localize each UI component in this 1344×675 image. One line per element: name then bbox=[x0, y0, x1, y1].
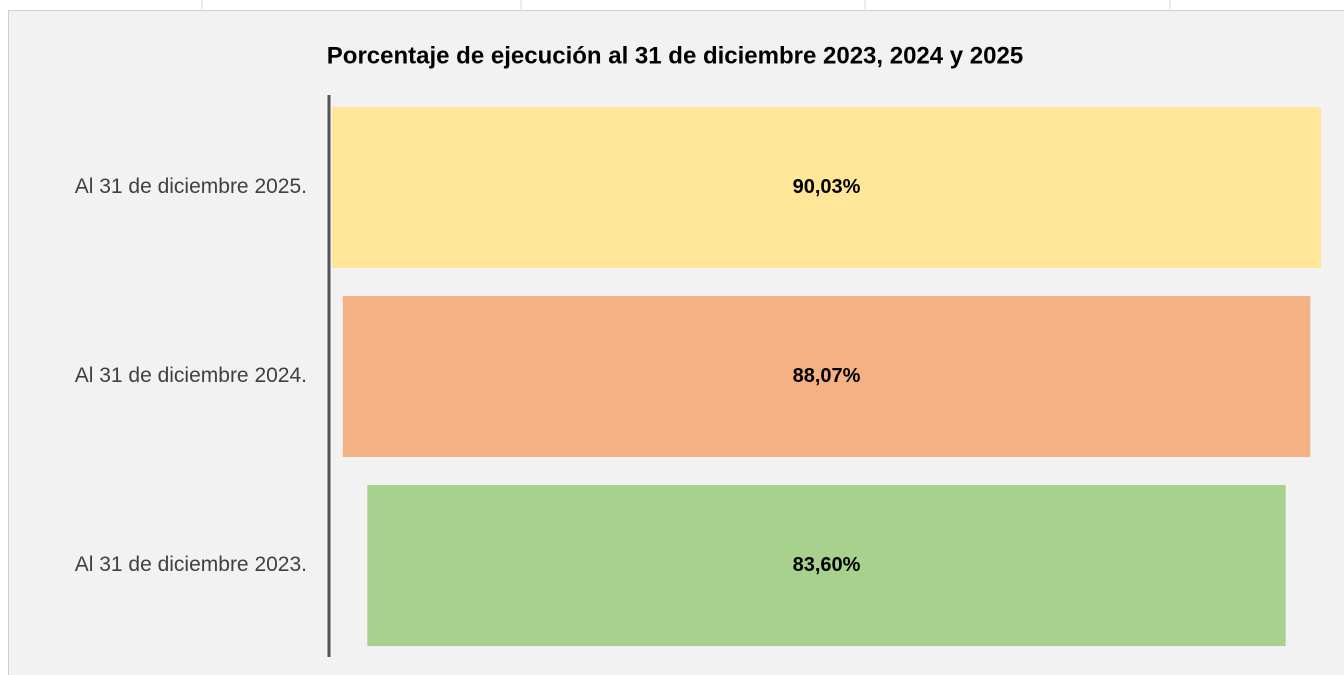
category-label: Al 31 de diciembre 2024. bbox=[75, 364, 307, 387]
sheet-strip bbox=[0, 0, 1344, 10]
funnel-bar bbox=[367, 485, 1286, 646]
value-label: 88,07% bbox=[793, 365, 861, 387]
category-label: Al 31 de diciembre 2023. bbox=[75, 553, 307, 576]
value-label: 90,03% bbox=[793, 176, 861, 198]
category-label: Al 31 de diciembre 2025. bbox=[75, 175, 307, 198]
chart-title: Porcentaje de ejecución al 31 de diciemb… bbox=[327, 42, 1023, 69]
funnel-bar bbox=[332, 107, 1321, 268]
value-label: 83,60% bbox=[793, 554, 861, 576]
funnel-bar bbox=[342, 296, 1311, 457]
